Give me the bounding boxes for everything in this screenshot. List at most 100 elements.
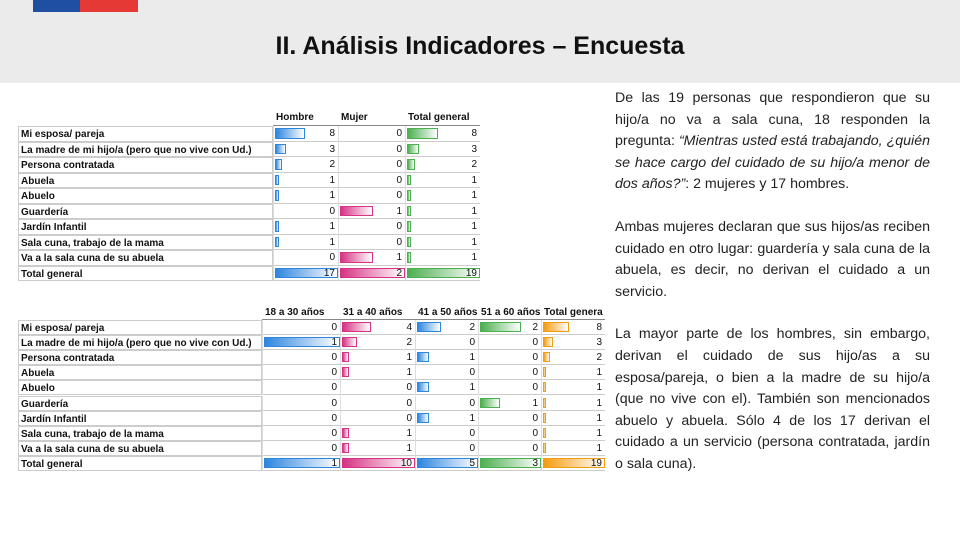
column-header: 41 a 50 años bbox=[415, 305, 478, 320]
data-bar bbox=[480, 457, 541, 468]
row-label: La madre de mi hijo/a (pero que no vive … bbox=[18, 335, 262, 351]
value: 1 bbox=[331, 457, 337, 469]
row-label: Total general bbox=[18, 455, 262, 471]
value-cell: 0 bbox=[262, 365, 340, 381]
value-cell: 0 bbox=[340, 410, 415, 426]
value-cell: 0 bbox=[478, 425, 541, 441]
data-bar bbox=[342, 442, 350, 453]
value: 2 bbox=[471, 159, 477, 170]
value-cell: 4 bbox=[340, 320, 415, 336]
value: 1 bbox=[329, 174, 335, 186]
value: 1 bbox=[396, 205, 402, 217]
value-cell: 1 bbox=[405, 188, 480, 204]
data-bar bbox=[543, 352, 550, 363]
value: 19 bbox=[465, 267, 477, 279]
data-bar bbox=[275, 174, 279, 185]
value-cell: 8 bbox=[541, 320, 605, 336]
value-cell: 1 bbox=[541, 425, 605, 441]
value-cell: 0 bbox=[338, 172, 405, 188]
data-bar bbox=[543, 367, 547, 378]
column-header: Hombre bbox=[273, 110, 338, 126]
value: 0 bbox=[532, 337, 538, 349]
data-bar bbox=[342, 337, 357, 348]
value: 0 bbox=[396, 174, 402, 186]
value-cell: 1 bbox=[405, 203, 480, 219]
value: 0 bbox=[532, 367, 538, 379]
data-bar bbox=[417, 412, 430, 423]
value-cell: 1 bbox=[273, 172, 338, 188]
value: 1 bbox=[596, 427, 602, 439]
value-cell: 5 bbox=[415, 455, 478, 471]
value-cell: 0 bbox=[262, 410, 340, 426]
paragraph: La mayor parte de los hombres, sin embar… bbox=[615, 326, 930, 472]
data-bar bbox=[342, 457, 415, 468]
value: 0 bbox=[331, 322, 337, 333]
value-cell: 19 bbox=[405, 265, 480, 281]
value-cell: 0 bbox=[415, 425, 478, 441]
value: 8 bbox=[329, 128, 335, 139]
data-bar bbox=[407, 143, 419, 154]
value-cell: 8 bbox=[273, 126, 338, 142]
value-cell: 0 bbox=[478, 335, 541, 351]
value-cell: 0 bbox=[273, 250, 338, 266]
paragraph: De las 19 personas que respondieron que … bbox=[615, 88, 930, 196]
value-cell: 1 bbox=[340, 350, 415, 366]
value-cell: 0 bbox=[338, 126, 405, 142]
value-cell: 0 bbox=[273, 203, 338, 219]
value: 17 bbox=[323, 267, 335, 279]
value: 0 bbox=[396, 221, 402, 232]
value-cell: 3 bbox=[541, 335, 605, 351]
value-cell: 0 bbox=[262, 350, 340, 366]
value: 1 bbox=[596, 367, 602, 379]
data-bar bbox=[340, 205, 373, 216]
data-bar bbox=[275, 267, 338, 278]
value: 1 bbox=[596, 442, 602, 454]
row-label: Abuela bbox=[18, 172, 273, 188]
column-header: 31 a 40 años bbox=[340, 305, 415, 320]
row-label: Persona contratada bbox=[18, 350, 262, 366]
value: 0 bbox=[396, 236, 402, 248]
value: 1 bbox=[469, 382, 475, 394]
value: 0 bbox=[469, 442, 475, 454]
title: II. Análisis Indicadores – Encuesta bbox=[275, 32, 685, 60]
value-cell: 0 bbox=[415, 335, 478, 351]
value: 0 bbox=[532, 427, 538, 439]
data-bar bbox=[407, 159, 415, 170]
row-label: Va a la sala cuna de su abuela bbox=[18, 250, 273, 266]
value: 0 bbox=[396, 128, 402, 139]
value: 0 bbox=[331, 382, 337, 394]
value: 0 bbox=[331, 397, 337, 409]
data-bar bbox=[275, 143, 287, 154]
value-cell: 1 bbox=[340, 440, 415, 456]
value-cell: 1 bbox=[541, 395, 605, 411]
data-bar bbox=[543, 397, 547, 408]
value: 1 bbox=[396, 252, 402, 263]
row-label: Jardín Infantil bbox=[18, 410, 262, 426]
data-bar bbox=[342, 367, 350, 378]
value: 1 bbox=[596, 412, 602, 424]
row-label: Persona contratada bbox=[18, 157, 273, 173]
value-cell: 0 bbox=[262, 425, 340, 441]
value-cell: 1 bbox=[415, 350, 478, 366]
value: 1 bbox=[329, 236, 335, 248]
data-bar bbox=[275, 190, 279, 201]
value: 0 bbox=[532, 442, 538, 454]
value: 0 bbox=[532, 412, 538, 424]
value: 0 bbox=[396, 143, 402, 155]
value-cell: 1 bbox=[273, 188, 338, 204]
data-bar bbox=[340, 267, 405, 278]
value-cell: 0 bbox=[415, 365, 478, 381]
value: 1 bbox=[471, 252, 477, 263]
data-bar bbox=[543, 427, 547, 438]
value-cell: 1 bbox=[405, 219, 480, 235]
value-cell: 0 bbox=[338, 157, 405, 173]
value-cell: 1 bbox=[541, 410, 605, 426]
value: 0 bbox=[469, 367, 475, 379]
data-bar bbox=[407, 174, 411, 185]
row-label: La madre de mi hijo/a (pero que no vive … bbox=[18, 141, 273, 157]
value-cell: 1 bbox=[338, 203, 405, 219]
value-cell: 1 bbox=[415, 380, 478, 396]
data-bar bbox=[480, 322, 521, 333]
data-bar bbox=[407, 190, 411, 201]
